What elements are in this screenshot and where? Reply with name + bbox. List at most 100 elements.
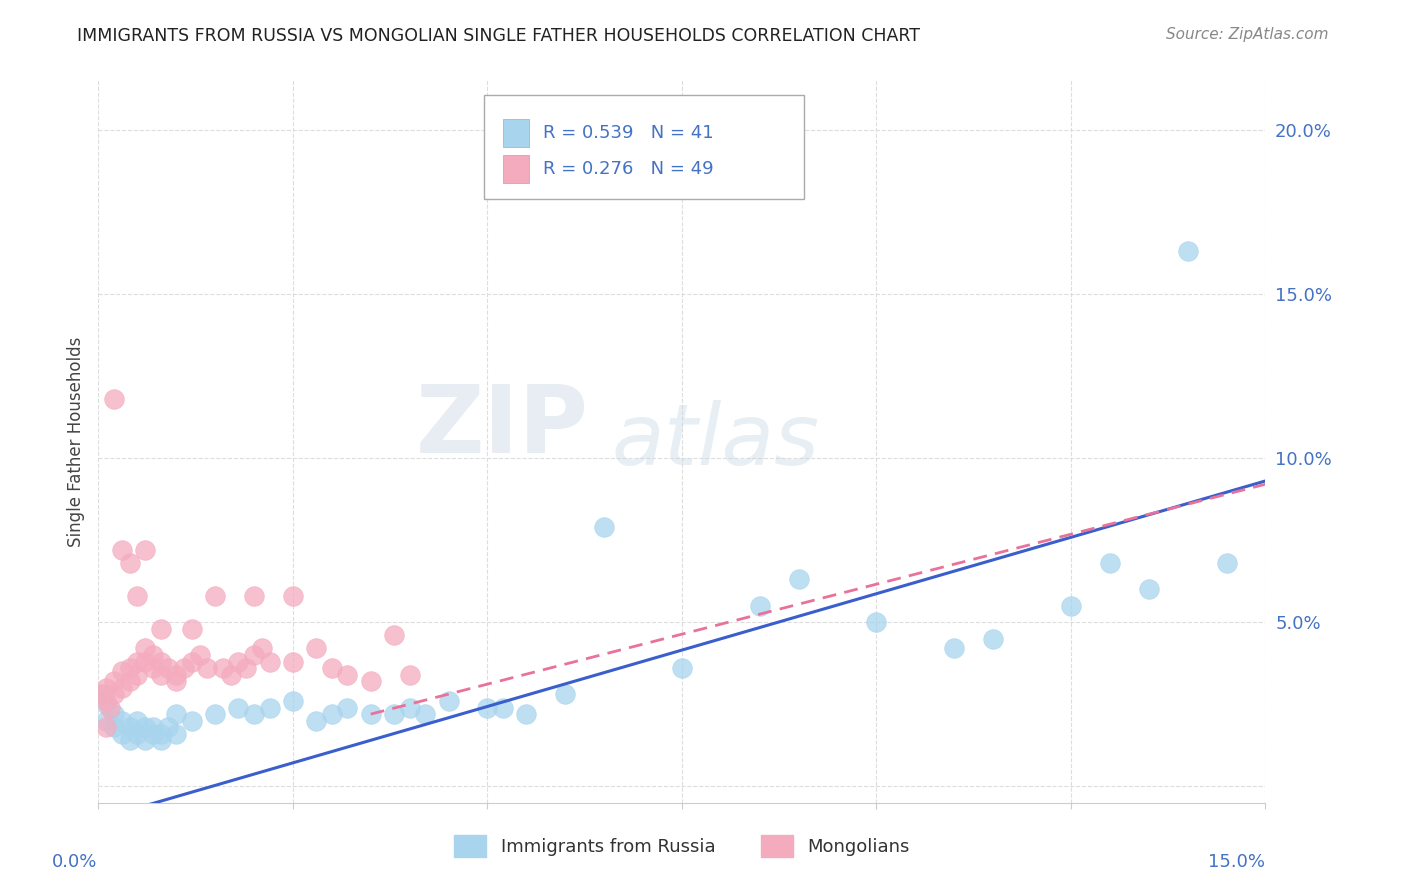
Point bbox=[165, 727, 187, 741]
Point bbox=[142, 727, 165, 741]
Point bbox=[1098, 556, 1121, 570]
Point bbox=[492, 700, 515, 714]
Point bbox=[981, 632, 1004, 646]
Point bbox=[127, 667, 149, 681]
Point bbox=[1177, 244, 1199, 258]
Point bbox=[281, 694, 304, 708]
Point bbox=[134, 641, 156, 656]
Text: IMMIGRANTS FROM RUSSIA VS MONGOLIAN SINGLE FATHER HOUSEHOLDS CORRELATION CHART: IMMIGRANTS FROM RUSSIA VS MONGOLIAN SING… bbox=[77, 27, 921, 45]
Point bbox=[96, 714, 118, 728]
Point bbox=[228, 700, 250, 714]
Point bbox=[96, 720, 118, 734]
Point bbox=[671, 661, 693, 675]
Point bbox=[134, 733, 156, 747]
Point bbox=[360, 674, 382, 689]
Text: R = 0.276   N = 49: R = 0.276 N = 49 bbox=[543, 161, 714, 178]
Point bbox=[259, 700, 281, 714]
Point bbox=[212, 661, 235, 675]
Point bbox=[134, 655, 156, 669]
Point bbox=[118, 733, 141, 747]
Point bbox=[281, 655, 304, 669]
Point bbox=[118, 556, 141, 570]
Point bbox=[593, 520, 616, 534]
Point bbox=[437, 694, 460, 708]
Point bbox=[127, 589, 149, 603]
Text: Source: ZipAtlas.com: Source: ZipAtlas.com bbox=[1166, 27, 1329, 42]
Point bbox=[305, 641, 328, 656]
Point bbox=[413, 707, 436, 722]
Point bbox=[142, 661, 165, 675]
Point bbox=[787, 573, 810, 587]
Point bbox=[91, 687, 114, 701]
Point bbox=[96, 681, 118, 695]
Point bbox=[477, 700, 499, 714]
Point bbox=[180, 622, 202, 636]
Point bbox=[149, 622, 172, 636]
Point bbox=[118, 674, 141, 689]
Point bbox=[321, 661, 343, 675]
FancyBboxPatch shape bbox=[503, 155, 529, 183]
Point bbox=[235, 661, 257, 675]
Point bbox=[103, 720, 125, 734]
Point bbox=[134, 720, 156, 734]
Point bbox=[103, 392, 125, 406]
Point bbox=[142, 648, 165, 662]
Point bbox=[127, 714, 149, 728]
Point bbox=[165, 667, 187, 681]
FancyBboxPatch shape bbox=[484, 95, 804, 200]
Point bbox=[1137, 582, 1160, 597]
FancyBboxPatch shape bbox=[503, 120, 529, 147]
Point bbox=[111, 714, 134, 728]
Point bbox=[382, 707, 405, 722]
Point bbox=[118, 720, 141, 734]
Point bbox=[336, 700, 359, 714]
Point bbox=[204, 707, 226, 722]
Point bbox=[195, 661, 218, 675]
Point bbox=[165, 674, 187, 689]
Point bbox=[149, 727, 172, 741]
Point bbox=[157, 661, 180, 675]
Point bbox=[173, 661, 195, 675]
Point bbox=[943, 641, 966, 656]
Point bbox=[111, 727, 134, 741]
Point bbox=[1060, 599, 1083, 613]
Point bbox=[748, 599, 770, 613]
Text: 0.0%: 0.0% bbox=[52, 854, 97, 871]
Point bbox=[111, 681, 134, 695]
Point bbox=[96, 698, 118, 712]
Point bbox=[360, 707, 382, 722]
Point bbox=[321, 707, 343, 722]
Point bbox=[250, 641, 273, 656]
Point bbox=[382, 628, 405, 642]
Point bbox=[228, 655, 250, 669]
Point bbox=[1215, 556, 1237, 570]
Point bbox=[259, 655, 281, 669]
Point bbox=[865, 615, 887, 630]
Text: R = 0.539   N = 41: R = 0.539 N = 41 bbox=[543, 124, 714, 142]
Point bbox=[515, 707, 537, 722]
Y-axis label: Single Father Households: Single Father Households bbox=[66, 336, 84, 547]
Point bbox=[336, 667, 359, 681]
Text: atlas: atlas bbox=[612, 400, 820, 483]
Point bbox=[98, 700, 121, 714]
Point bbox=[305, 714, 328, 728]
Point bbox=[180, 655, 202, 669]
Point bbox=[96, 694, 118, 708]
Point bbox=[103, 687, 125, 701]
Point bbox=[243, 589, 266, 603]
Point bbox=[149, 667, 172, 681]
Point bbox=[111, 665, 134, 679]
Point bbox=[149, 655, 172, 669]
Point bbox=[398, 667, 420, 681]
Legend: Immigrants from Russia, Mongolians: Immigrants from Russia, Mongolians bbox=[444, 826, 920, 866]
Point bbox=[165, 707, 187, 722]
Point bbox=[127, 655, 149, 669]
Point bbox=[281, 589, 304, 603]
Point bbox=[204, 589, 226, 603]
Point bbox=[398, 700, 420, 714]
Point bbox=[243, 648, 266, 662]
Point bbox=[219, 667, 242, 681]
Point bbox=[142, 720, 165, 734]
Point bbox=[157, 720, 180, 734]
Point bbox=[118, 661, 141, 675]
